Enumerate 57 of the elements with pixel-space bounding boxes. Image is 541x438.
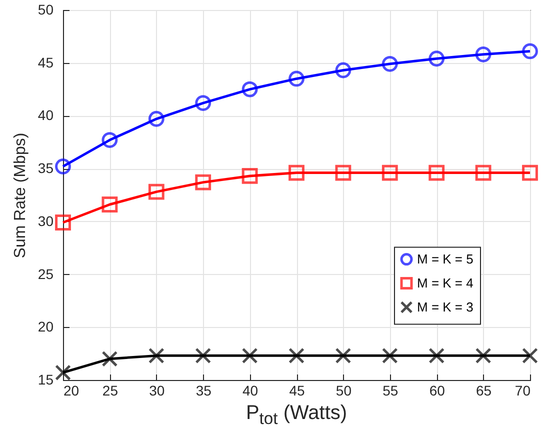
point xyxy=(102,132,118,148)
point xyxy=(242,81,258,98)
x-tick-label: 35 xyxy=(196,382,212,398)
x-tick-label: 65 xyxy=(476,382,492,398)
point xyxy=(288,348,304,364)
point xyxy=(195,174,212,190)
x-tick-label: 50 xyxy=(336,382,352,398)
point xyxy=(475,46,492,62)
point xyxy=(428,50,445,67)
y-tick-label: 15 xyxy=(38,372,54,388)
point xyxy=(335,62,352,78)
y-tick-label: 35 xyxy=(38,160,54,176)
point xyxy=(522,348,538,364)
point xyxy=(148,348,164,364)
point xyxy=(55,214,71,230)
point xyxy=(522,43,538,60)
point xyxy=(55,364,71,381)
x-tick-label: 20 xyxy=(64,382,80,398)
y-tick-label: 45 xyxy=(38,54,54,70)
point xyxy=(55,158,71,174)
point xyxy=(148,110,164,127)
x-tick-label: 55 xyxy=(382,382,398,398)
x-tick-label: 30 xyxy=(149,382,165,398)
point xyxy=(102,196,118,212)
point xyxy=(288,164,304,181)
point xyxy=(428,348,445,364)
x-tick-label: 60 xyxy=(429,382,446,398)
point xyxy=(195,348,212,364)
y-tick-label: 40 xyxy=(38,107,54,124)
point xyxy=(148,184,164,200)
point xyxy=(428,164,445,181)
point xyxy=(382,56,398,72)
point xyxy=(382,164,398,181)
y-tick-label: 20 xyxy=(38,318,54,335)
point xyxy=(475,348,492,364)
point xyxy=(382,348,398,364)
x-tick-label: 70 xyxy=(514,382,531,398)
point xyxy=(522,164,538,181)
x-tick-label: 45 xyxy=(289,382,305,398)
x-tick-label: 40 xyxy=(242,382,258,398)
point xyxy=(335,164,352,181)
point xyxy=(242,168,258,184)
point xyxy=(288,70,304,87)
point xyxy=(475,164,492,181)
x-axis-title: P$_{tot}$ (Watts) xyxy=(244,402,348,429)
x-tick-label: 25 xyxy=(102,382,118,398)
legend-label: M = K = 4 xyxy=(417,275,474,290)
point xyxy=(242,348,258,364)
y-tick-label: 30 xyxy=(38,212,54,229)
point xyxy=(335,348,352,364)
y-tick-label: 50 xyxy=(38,2,54,18)
point xyxy=(102,350,118,367)
point xyxy=(195,95,212,111)
legend-label: M = K = 5 xyxy=(417,251,474,266)
y-axis-title: Sum Rate (Mbps) xyxy=(12,132,29,258)
legend-label: M = K = 3 xyxy=(417,299,474,314)
y-tick-label: 25 xyxy=(38,266,54,282)
